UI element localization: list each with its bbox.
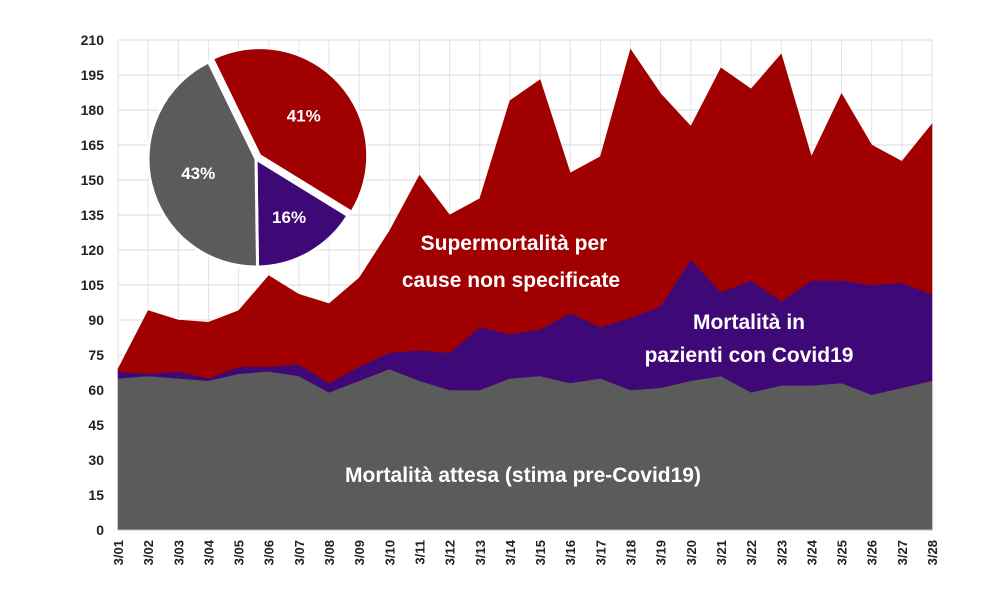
y-tick-label-14: 210 (81, 32, 105, 48)
y-tick-label-6: 90 (88, 312, 104, 328)
x-tick-label-14: 3/15 (533, 540, 548, 565)
x-tick-label-1: 3/02 (141, 540, 156, 565)
x-tick-label-17: 3/18 (624, 540, 639, 565)
x-tick-label-23: 3/24 (804, 539, 819, 565)
x-tick-label-4: 3/05 (232, 540, 247, 565)
y-tick-label-13: 195 (81, 67, 105, 83)
pie-slice-0 (210, 46, 370, 214)
x-tick-label-24: 3/25 (835, 540, 850, 565)
x-tick-label-27: 3/28 (925, 540, 940, 565)
x-tick-label-26: 3/27 (895, 540, 910, 565)
y-tick-label-1: 15 (88, 487, 104, 503)
label-mortalita-attesa: Mortalità attesa (stima pre-Covid19) (345, 464, 701, 487)
y-tick-label-3: 45 (88, 417, 104, 433)
area-layer (117, 48, 933, 531)
x-tick-label-10: 3/11 (412, 540, 427, 565)
x-tick-label-19: 3/20 (684, 540, 699, 565)
x-tick-label-6: 3/07 (292, 540, 307, 565)
y-tick-label-4: 60 (88, 382, 104, 398)
pie-slice-2 (146, 60, 260, 269)
x-tick-label-8: 3/09 (352, 540, 367, 565)
x-tick-label-11: 3/12 (443, 540, 458, 565)
y-tick-label-2: 30 (88, 452, 104, 468)
x-tick-label-12: 3/13 (473, 540, 488, 565)
y-tick-label-0: 0 (96, 522, 104, 538)
label-covid-line1: Mortalità in (693, 311, 805, 334)
pie-label-2: 43% (181, 164, 215, 183)
y-tick-label-9: 135 (81, 207, 105, 223)
y-tick-label-10: 150 (81, 172, 105, 188)
x-tick-label-3: 3/04 (201, 539, 216, 565)
y-tick-label-12: 180 (81, 102, 105, 118)
x-tick-label-16: 3/17 (593, 540, 608, 565)
area-series-mortalit-attesa-stima-pre-covid19 (117, 368, 933, 531)
y-tick-label-5: 75 (88, 347, 104, 363)
x-tick-label-21: 3/22 (744, 540, 759, 565)
x-tick-label-15: 3/16 (563, 540, 578, 565)
x-tick-label-0: 3/01 (111, 540, 126, 565)
x-tick-label-20: 3/21 (714, 540, 729, 565)
y-tick-label-8: 120 (81, 242, 105, 258)
x-tick-label-22: 3/23 (774, 540, 789, 565)
x-tick-label-18: 3/19 (654, 540, 669, 565)
area-series-supermortalit-per-cause-non-specificate (117, 48, 933, 384)
x-tick-label-2: 3/03 (171, 540, 186, 565)
x-tick-label-7: 3/08 (322, 540, 337, 565)
x-tick-label-9: 3/10 (382, 540, 397, 565)
pie-slice-1 (254, 157, 350, 269)
x-tick-label-25: 3/26 (865, 540, 880, 565)
pie-label-1: 16% (272, 208, 306, 227)
label-covid-line2: pazienti con Covid19 (645, 344, 854, 367)
y-tick-label-11: 165 (81, 137, 105, 153)
y-tick-label-7: 105 (81, 277, 105, 293)
label-supermortalita-line1: Supermortalità per (421, 232, 608, 255)
label-layer: Supermortalità per cause non specificate… (345, 232, 853, 487)
axis-layer: 0 15 30 45 60 75 90 105 120 135 150 165 180 195 210 3/0… (81, 32, 940, 565)
pie-layer: 41% 16% 43% (146, 46, 370, 269)
x-tick-label-13: 3/14 (503, 539, 518, 565)
x-tick-label-5: 3/06 (262, 540, 277, 565)
pie-label-0: 41% (287, 107, 321, 126)
label-supermortalita-line2: cause non specificate (402, 269, 620, 292)
